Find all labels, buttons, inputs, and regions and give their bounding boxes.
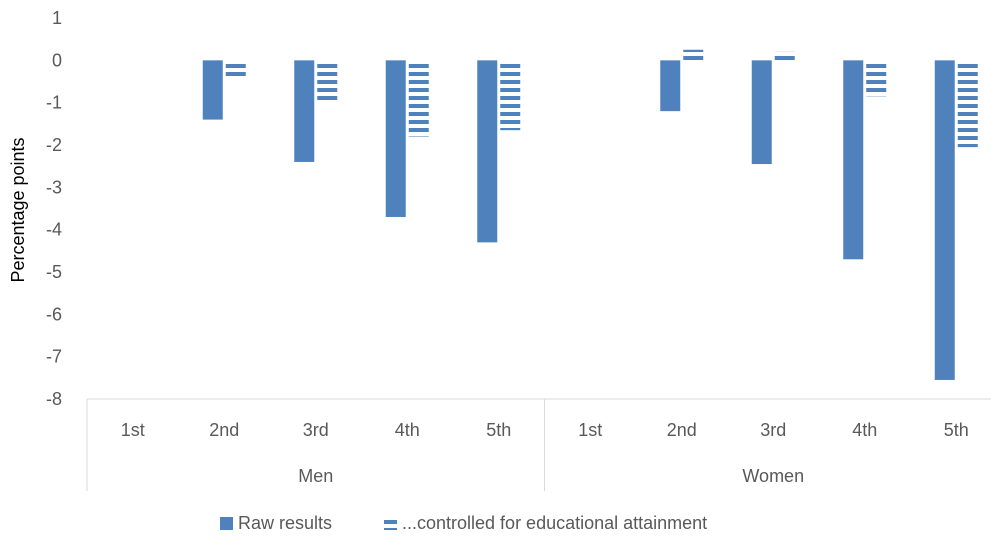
bar-raw-results: [202, 60, 223, 120]
legend-swatch: [220, 517, 233, 530]
y-tick-label: -6: [46, 304, 62, 324]
group-labels: Men Women: [298, 466, 804, 486]
y-tick-label: 0: [52, 50, 62, 70]
bar-raw-results: [385, 60, 406, 217]
y-tick-label: -3: [46, 177, 62, 197]
bar-raw-results: [477, 60, 498, 243]
bar-raw-results: [294, 60, 315, 162]
bar-controlled: [225, 60, 246, 80]
bar-controlled: [683, 49, 704, 61]
category-label: 3rd: [303, 420, 329, 440]
category-label: 2nd: [667, 420, 697, 440]
category-label: 4th: [395, 420, 420, 440]
bar-raw-results: [843, 60, 864, 260]
legend-label: ...controlled for educational attainment: [402, 513, 707, 533]
y-axis-ticks: 1 0 -1 -2 -3 -4 -5 -6 -7 -8: [46, 8, 62, 409]
category-labels: 1st 2nd 3rd 4th 5th 1st 2nd 3rd 4th 5th: [121, 420, 969, 440]
bar-controlled: [408, 60, 429, 137]
group-label: Men: [298, 466, 333, 486]
category-label: 4th: [852, 420, 877, 440]
category-label: 5th: [486, 420, 511, 440]
legend-label: Raw results: [238, 513, 332, 533]
group-label: Women: [742, 466, 804, 486]
y-tick-label: -4: [46, 220, 62, 240]
category-label: 5th: [944, 420, 969, 440]
category-axis: [86, 398, 991, 491]
bars: [202, 49, 978, 380]
legend-swatch: [384, 517, 397, 530]
legend: Raw results ...controlled for educational…: [220, 513, 707, 533]
y-tick-label: -8: [46, 389, 62, 409]
category-label: 1st: [578, 420, 602, 440]
bar-raw-results: [934, 60, 955, 380]
y-tick-label: -1: [46, 93, 62, 113]
y-tick-label: -7: [46, 347, 62, 367]
bar-raw-results: [751, 60, 772, 165]
bar-controlled: [957, 60, 978, 148]
bar-raw-results: [660, 60, 681, 112]
y-tick-label: -2: [46, 135, 62, 155]
category-label: 3rd: [760, 420, 786, 440]
bar-controlled: [774, 51, 795, 61]
bar-controlled: [317, 60, 338, 103]
category-label: 1st: [121, 420, 145, 440]
bar-controlled: [866, 60, 887, 97]
y-tick-label: 1: [52, 8, 62, 28]
category-label: 2nd: [209, 420, 239, 440]
bar-controlled: [500, 60, 521, 131]
y-tick-label: -5: [46, 262, 62, 282]
y-axis-label: Percentage points: [8, 137, 28, 282]
